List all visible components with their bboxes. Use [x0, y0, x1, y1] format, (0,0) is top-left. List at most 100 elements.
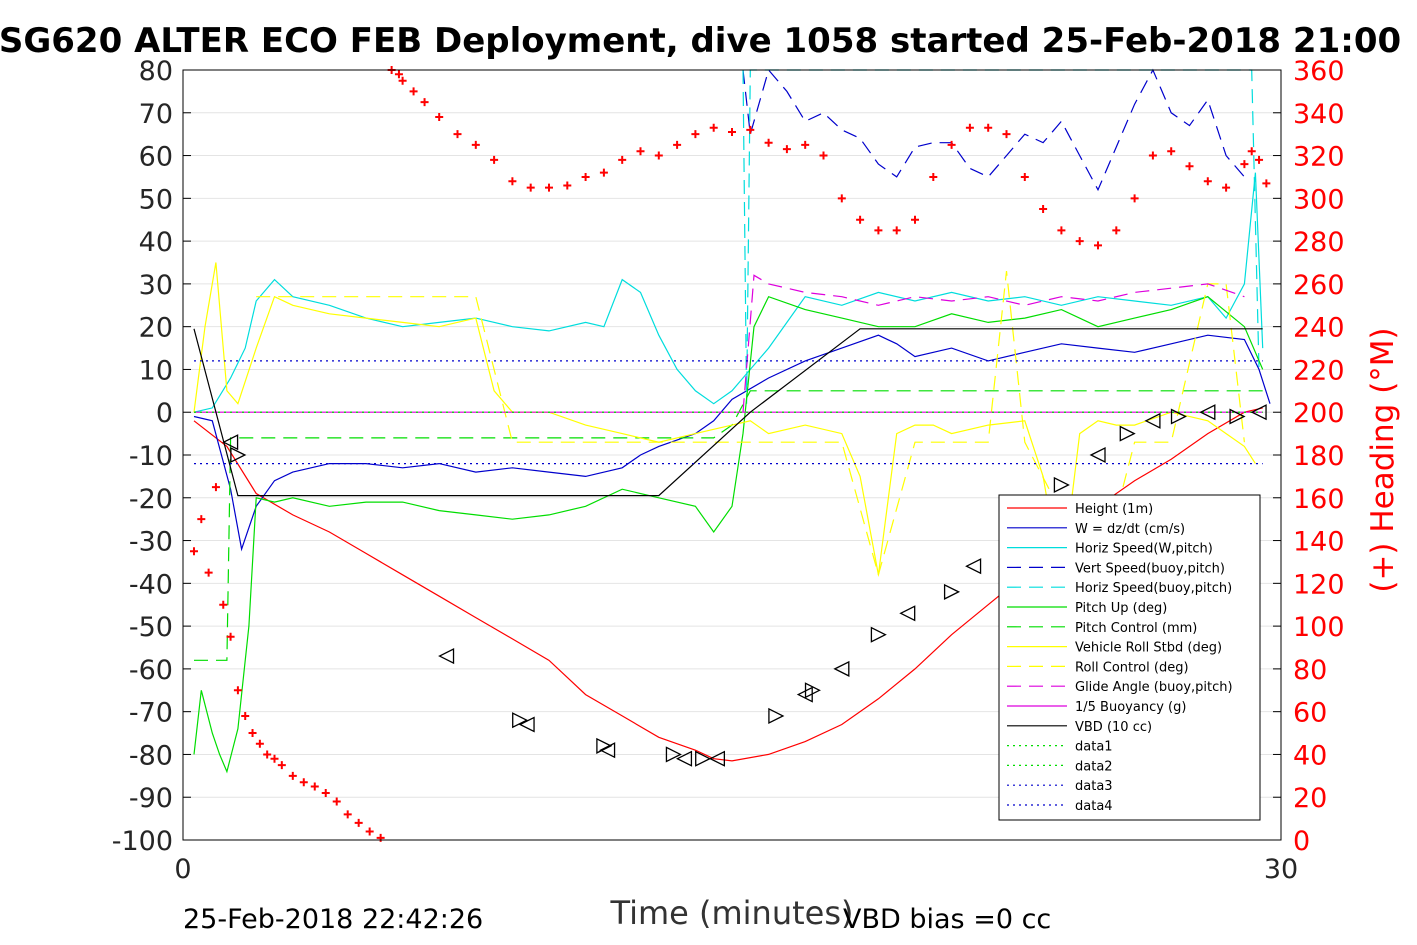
- heading-point: [874, 226, 883, 235]
- heading-point: [1039, 205, 1048, 214]
- heading-point: [984, 123, 993, 132]
- dive-marker: [804, 682, 821, 699]
- heading-point: [526, 183, 535, 192]
- heading-point: [310, 782, 319, 791]
- heading-point: [248, 729, 257, 738]
- dive-marker: [665, 746, 682, 763]
- y-tick-label: 0: [156, 398, 173, 429]
- series-horiz-speed-w-pitch: [193, 172, 1264, 413]
- legend-label: Horiz Speed(buoy,pitch): [1075, 581, 1232, 596]
- legend-label: Roll Control (deg): [1075, 660, 1189, 675]
- right-axis-label: (+) Heading (°M): [1365, 327, 1401, 592]
- y-tick-label: 70: [139, 99, 173, 130]
- dive-marker: [708, 750, 726, 767]
- legend-label: Vehicle Roll Stbd (deg): [1075, 641, 1222, 656]
- heading-point: [219, 600, 228, 609]
- dive-marker: [899, 605, 916, 622]
- y-tick-label: -40: [129, 569, 173, 600]
- legend-label: data4: [1075, 799, 1113, 814]
- heading-point: [691, 130, 700, 139]
- heading-point: [599, 168, 608, 177]
- heading-point: [709, 123, 718, 132]
- dive-marker: [695, 750, 712, 767]
- heading-point: [618, 155, 627, 164]
- y-right-tick-label: 60: [1293, 698, 1327, 729]
- y-right-tick-label: 160: [1293, 484, 1345, 515]
- legend-label: data2: [1075, 759, 1113, 774]
- heading-point: [947, 140, 956, 149]
- y-tick-label: -60: [129, 655, 173, 686]
- heading-point: [490, 155, 499, 164]
- dive-marker: [1170, 408, 1187, 425]
- heading-point: [1255, 155, 1264, 164]
- heading-point: [929, 172, 938, 181]
- heading-point: [343, 810, 352, 819]
- series-vert-speed-buoy-pitch: [742, 68, 1245, 192]
- heading-point: [508, 177, 517, 186]
- heading-point: [563, 181, 572, 190]
- y-right-tick-label: 320: [1293, 142, 1345, 173]
- y-right-tick-label: 120: [1293, 569, 1345, 600]
- heading-point: [673, 140, 682, 149]
- heading-point: [197, 515, 206, 524]
- heading-point: [746, 125, 755, 134]
- heading-point: [636, 147, 645, 156]
- heading-point: [288, 771, 297, 780]
- heading-point: [189, 547, 198, 556]
- y-tick-label: 30: [139, 270, 173, 301]
- y-right-tick-label: 180: [1293, 441, 1345, 472]
- heading-point: [1222, 183, 1231, 192]
- x-axis: 0 30: [174, 832, 1298, 885]
- dive-marker: [512, 712, 529, 729]
- heading-point: [819, 151, 828, 160]
- heading-point: [545, 183, 553, 192]
- y-right-tick-label: 220: [1293, 355, 1345, 386]
- heading-point: [332, 797, 341, 806]
- y-right-tick-label: 280: [1293, 227, 1345, 258]
- legend: Height (1m) W = dz/dt (cm/s) Horiz Speed(W…: [998, 494, 1261, 821]
- heading-point: [1148, 151, 1157, 160]
- y-tick-label: -10: [129, 441, 173, 472]
- dive-marker: [596, 737, 613, 754]
- series-vehicle-roll-stbd-deg: [193, 262, 1256, 584]
- heading-point: [204, 568, 213, 577]
- heading-point: [782, 145, 791, 154]
- legend-label: Height (1m): [1075, 502, 1153, 517]
- y-right-tick-label: 140: [1293, 527, 1345, 558]
- y-right-tick-label: 300: [1293, 184, 1345, 215]
- dive-marker: [833, 660, 850, 677]
- heading-point: [453, 130, 462, 139]
- heading-point: [241, 711, 250, 720]
- heading-point: [376, 833, 385, 842]
- y-right-tick-label: 80: [1293, 655, 1327, 686]
- y-tick-label: -50: [129, 612, 173, 643]
- dive-marker: [1199, 404, 1216, 421]
- footer-timestamp: 25-Feb-2018 22:42:26: [183, 904, 483, 935]
- y-tick-label: -100: [112, 826, 173, 857]
- dive-marker: [768, 707, 785, 724]
- heading-point: [277, 761, 286, 770]
- heading-point: [1167, 147, 1176, 156]
- heading-point: [1247, 147, 1256, 156]
- heading-layer: [189, 66, 1271, 842]
- heading-point: [299, 778, 308, 787]
- heading-point: [892, 226, 901, 235]
- heading-point: [654, 151, 663, 160]
- x-tick-label: 0: [174, 854, 191, 885]
- dive-marker: [1250, 404, 1267, 421]
- right-axis: 3603403203002802602402202001801601401201…: [1273, 56, 1345, 857]
- heading-point: [1020, 172, 1029, 181]
- legend-label: Pitch Up (deg): [1075, 601, 1167, 616]
- chart-title: SG620 ALTER ECO FEB Deployment, dive 105…: [0, 21, 1401, 61]
- legend-box: [998, 494, 1261, 821]
- heading-point: [398, 76, 407, 85]
- left-axis: 80 70 60 50 40 30 20 10 0 -10 -20 -30 -40 -50 -60 -70 -8…: [112, 56, 191, 857]
- heading-point: [1130, 194, 1139, 203]
- dive-marker: [599, 742, 616, 759]
- y-right-tick-label: 40: [1293, 740, 1327, 771]
- dive-marker: [1119, 425, 1136, 442]
- heading-point: [270, 754, 279, 763]
- x-axis-label: Time (minutes): [610, 894, 854, 932]
- dive-marker: [675, 750, 693, 767]
- heading-point: [764, 138, 773, 147]
